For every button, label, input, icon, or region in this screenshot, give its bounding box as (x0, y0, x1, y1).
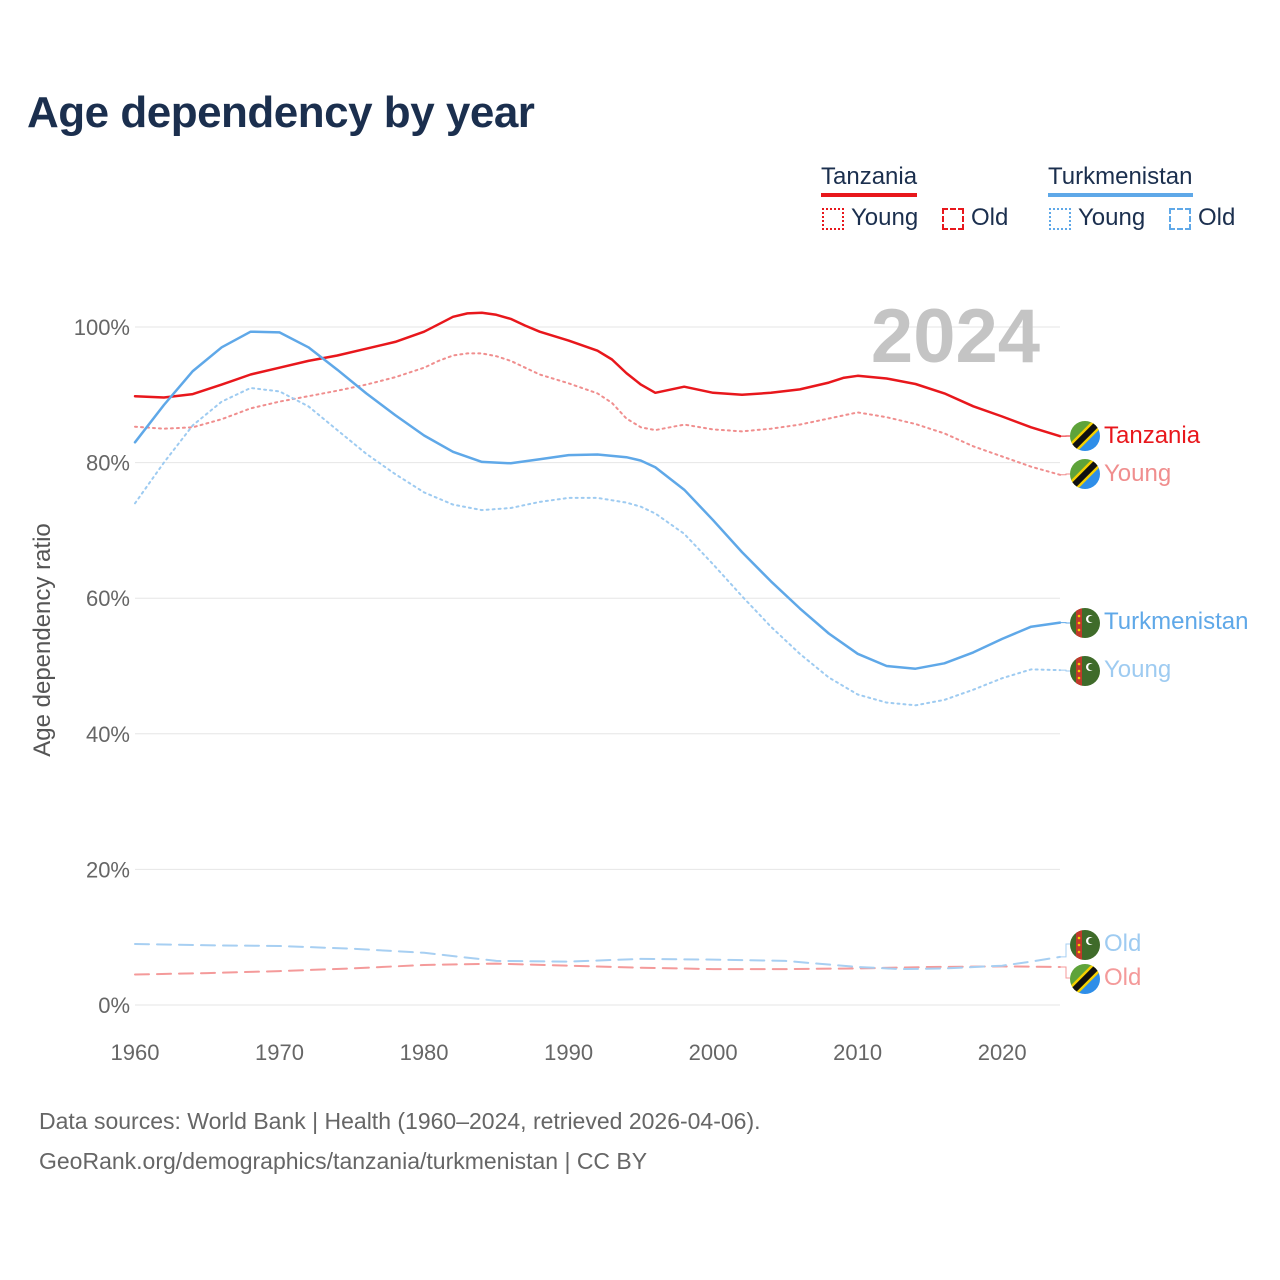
legend-tanzania-old[interactable]: Old (971, 204, 1009, 231)
end-label-tanzania-young: Young (1104, 460, 1171, 487)
series-line-turkmenistan[interactable] (133, 330, 1062, 670)
y-tick-label: 20% (86, 857, 130, 882)
legend-turkmenistan-young-swatch (1049, 208, 1071, 230)
x-tick-label: 2000 (689, 1040, 738, 1065)
end-label-turkmenistan-old: Old (1104, 930, 1141, 957)
end-label-tanzania: Tanzania (1104, 422, 1201, 449)
end-label-turkmenistan: Turkmenistan (1104, 608, 1249, 635)
end-label-turkmenistan-young: Young (1104, 656, 1171, 683)
legend-tanzania-young-swatch (822, 208, 844, 230)
legend-turkmenistan-old[interactable]: Old (1198, 204, 1236, 231)
series-line-turkmenistan-young[interactable] (134, 387, 1061, 707)
y-axis-label: Age dependency ratio (29, 523, 56, 757)
x-tick-label: 2010 (833, 1040, 882, 1065)
x-tick-label: 1980 (400, 1040, 449, 1065)
legend-turkmenistan-young[interactable]: Young (1078, 204, 1146, 231)
y-tick-label: 40% (86, 722, 130, 747)
source-line-1: Data sources: World Bank | Health (1960–… (39, 1108, 761, 1134)
source-line-2[interactable]: GeoRank.org/demographics/tanzania/turkme… (39, 1148, 648, 1174)
x-tick-label: 1990 (544, 1040, 593, 1065)
y-tick-label: 100% (74, 315, 130, 340)
series-line-turkmenistan-old[interactable] (134, 943, 1061, 971)
legend-turkmenistan[interactable]: Turkmenistan (1048, 163, 1193, 197)
turkmenistan-flag-icon (1070, 656, 1100, 686)
label-connector (1060, 473, 1070, 476)
year-label: 2024 (871, 294, 1040, 379)
y-tick-label: 60% (86, 586, 130, 611)
turkmenistan-flag-icon (1070, 608, 1100, 638)
x-tick-label: 2020 (978, 1040, 1027, 1065)
tanzania-flag-icon (1070, 421, 1100, 451)
end-label-tanzania-old: Old (1104, 964, 1141, 991)
page-title: Age dependency by year (27, 88, 535, 137)
series-line-tanzania-young[interactable] (134, 352, 1061, 476)
x-tick-label: 1970 (255, 1040, 304, 1065)
y-tick-label: 0% (98, 993, 130, 1018)
y-tick-label: 80% (86, 451, 130, 476)
turkmenistan-flag-icon (1070, 930, 1100, 960)
legend-tanzania-old-swatch (942, 208, 964, 230)
legend-tanzania-young[interactable]: Young (851, 204, 919, 231)
series-line-tanzania-old[interactable] (134, 962, 1061, 976)
legend-tanzania[interactable]: Tanzania (821, 163, 918, 197)
x-tick-label: 1960 (111, 1040, 160, 1065)
label-connector (1060, 943, 1070, 958)
tanzania-flag-icon (1070, 459, 1100, 489)
tanzania-flag-icon (1070, 964, 1100, 994)
label-connector (1060, 669, 1070, 672)
legend-turkmenistan-old-swatch (1169, 208, 1191, 230)
label-connector (1060, 966, 1070, 979)
